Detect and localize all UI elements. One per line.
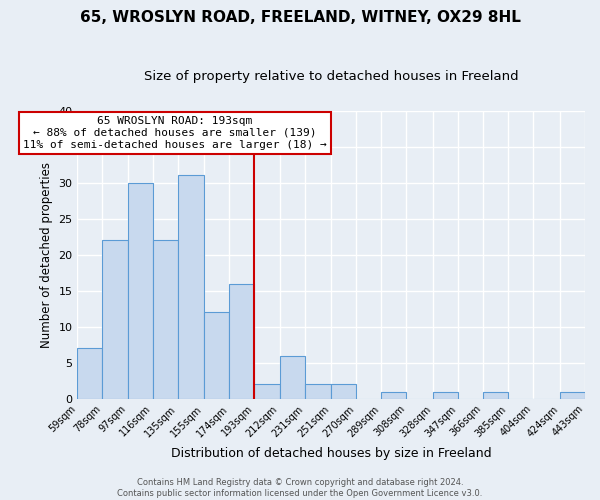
Bar bbox=[77, 348, 103, 399]
Bar bbox=[280, 356, 305, 399]
Bar bbox=[433, 392, 458, 399]
Bar bbox=[305, 384, 331, 399]
Bar bbox=[254, 384, 280, 399]
Bar bbox=[103, 240, 128, 399]
Bar bbox=[204, 312, 229, 399]
Y-axis label: Number of detached properties: Number of detached properties bbox=[40, 162, 53, 348]
Text: 65 WROSLYN ROAD: 193sqm
← 88% of detached houses are smaller (139)
11% of semi-d: 65 WROSLYN ROAD: 193sqm ← 88% of detache… bbox=[23, 116, 327, 150]
Text: 65, WROSLYN ROAD, FREELAND, WITNEY, OX29 8HL: 65, WROSLYN ROAD, FREELAND, WITNEY, OX29… bbox=[80, 10, 520, 25]
Bar bbox=[128, 182, 152, 399]
Bar bbox=[229, 284, 254, 399]
Bar bbox=[178, 176, 204, 399]
Bar bbox=[382, 392, 406, 399]
Bar bbox=[331, 384, 356, 399]
Bar bbox=[152, 240, 178, 399]
X-axis label: Distribution of detached houses by size in Freeland: Distribution of detached houses by size … bbox=[171, 447, 491, 460]
Text: Contains HM Land Registry data © Crown copyright and database right 2024.
Contai: Contains HM Land Registry data © Crown c… bbox=[118, 478, 482, 498]
Bar bbox=[483, 392, 508, 399]
Title: Size of property relative to detached houses in Freeland: Size of property relative to detached ho… bbox=[144, 70, 518, 83]
Bar bbox=[560, 392, 585, 399]
